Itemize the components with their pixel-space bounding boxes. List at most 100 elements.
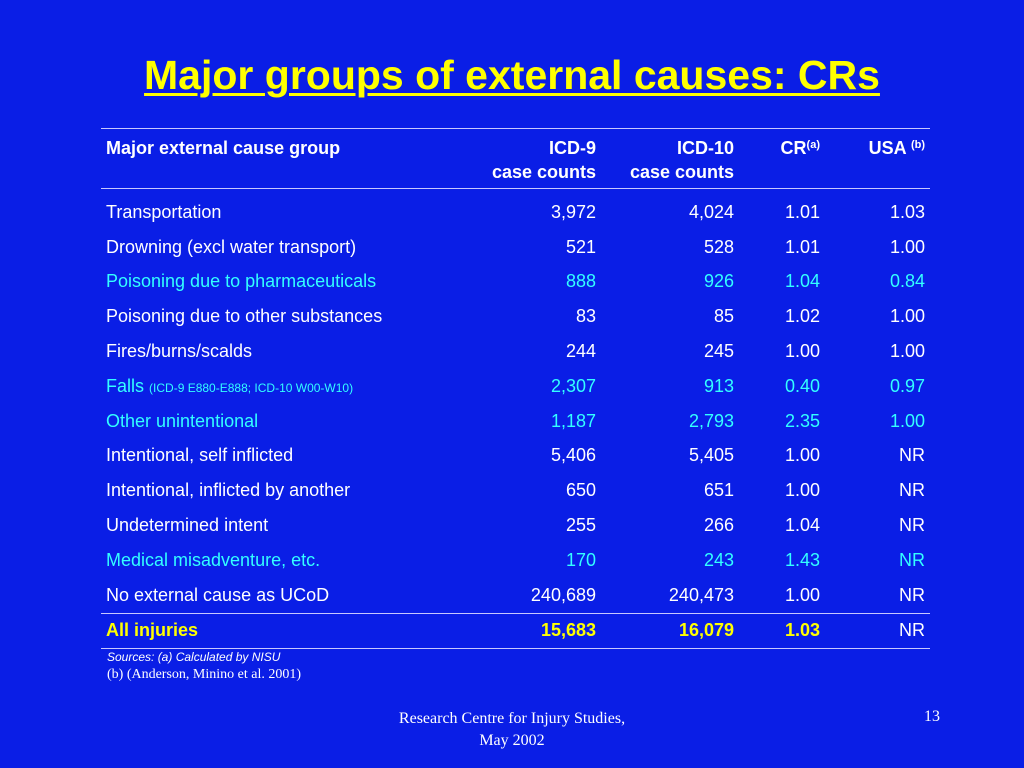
table-row: Undetermined intent 255 266 1.04 NR bbox=[101, 508, 930, 543]
cell-cr: 1.43 bbox=[784, 549, 820, 570]
cell-group-label: Undetermined intent bbox=[106, 515, 269, 536]
table-header-row: Major external cause group ICD-9 case co… bbox=[101, 128, 930, 189]
cell-group-label: Transportation bbox=[106, 201, 222, 222]
cell-group: Other unintentional bbox=[101, 404, 463, 439]
cell-group-label: Other unintentional bbox=[106, 410, 259, 431]
cell-usa: 1.00 bbox=[889, 410, 925, 431]
total-row: All injuries 15,683 16,079 1.03 NR bbox=[101, 612, 930, 650]
cell-icd10: 651 bbox=[703, 480, 734, 501]
table-row: Intentional, inflicted by another 650 651 1… bbox=[101, 473, 930, 508]
cell-cr: 1.02 bbox=[784, 306, 820, 327]
cell-group-label: Intentional, self inflicted bbox=[106, 445, 294, 466]
cell-cr: 0.40 bbox=[784, 375, 820, 396]
cell-cr: 1.00 bbox=[784, 445, 820, 466]
table-row: No external cause as UCoD 240,689 240,473 1… bbox=[101, 578, 930, 613]
cell-usa: 1.00 bbox=[889, 306, 925, 327]
table-body: Transportation 3,972 4,024 1.01 1.03 Drowning… bbox=[101, 189, 930, 614]
table-row: Falls (ICD-9 E880-E888; ICD-10 W00-W10) 2… bbox=[101, 369, 930, 404]
cell-icd10: 85 bbox=[713, 306, 734, 327]
cell-group-label: Medical misadventure, etc. bbox=[106, 549, 321, 570]
table-row: Medical misadventure, etc. 170 243 1.43 NR bbox=[101, 543, 930, 578]
cell-usa: 0.97 bbox=[889, 375, 925, 396]
cell-group: Intentional, inflicted by another bbox=[101, 473, 463, 508]
cell-usa: NR bbox=[899, 515, 925, 536]
cell-icd10: 240,473 bbox=[668, 584, 734, 605]
cell-cr: 1.04 bbox=[784, 271, 820, 292]
cell-icd9: 2,307 bbox=[550, 375, 596, 396]
cell-usa: 1.03 bbox=[889, 201, 925, 222]
cell-group: Poisoning due to other substances bbox=[101, 299, 463, 334]
cell-icd9: 244 bbox=[565, 341, 596, 362]
cell-group-label: Intentional, inflicted by another bbox=[106, 480, 351, 501]
cell-cr: 2.35 bbox=[784, 410, 820, 431]
cell-cr: 1.01 bbox=[784, 236, 820, 257]
cell-icd10: 245 bbox=[703, 341, 734, 362]
table-row: Transportation 3,972 4,024 1.01 1.03 bbox=[101, 189, 930, 230]
cell-usa: 1.00 bbox=[889, 341, 925, 362]
table-row: Poisoning due to pharmaceuticals 888 926 1.… bbox=[101, 265, 930, 300]
table-row: Drowning (excl water transport) 521 528 1.0… bbox=[101, 230, 930, 265]
cell-icd10: 5,405 bbox=[688, 445, 734, 466]
cell-cr: 1.04 bbox=[784, 515, 820, 536]
cell-icd10: 266 bbox=[703, 515, 734, 536]
cell-group-label: Drowning (excl water transport) bbox=[106, 236, 357, 257]
header-icd10: ICD-10 case counts bbox=[601, 128, 739, 189]
cell-group-label: Poisoning due to pharmaceuticals bbox=[106, 271, 377, 292]
cell-icd9: 83 bbox=[575, 306, 596, 327]
header-icd9: ICD-9 case counts bbox=[463, 128, 601, 189]
cell-icd9: 521 bbox=[565, 236, 596, 257]
footer: Research Centre for Injury Studies, May … bbox=[362, 708, 662, 752]
cell-group: Drowning (excl water transport) bbox=[101, 230, 463, 265]
table-row: Intentional, self inflicted 5,406 5,405 1.0… bbox=[101, 439, 930, 474]
cell-group: Medical misadventure, etc. bbox=[101, 543, 463, 578]
cell-icd9: 888 bbox=[565, 271, 596, 292]
cell-icd10: 913 bbox=[703, 375, 734, 396]
cell-group-label: Fires/burns/scalds bbox=[106, 341, 253, 362]
header-icd10-line1: ICD-10 bbox=[676, 138, 734, 158]
table-row: Poisoning due to other substances 83 85 1.0… bbox=[101, 299, 930, 334]
cell-usa: NR bbox=[899, 584, 925, 605]
header-cr-label: CR bbox=[780, 138, 807, 158]
cell-cr: 1.00 bbox=[784, 480, 820, 501]
cell-icd10: 243 bbox=[703, 549, 734, 570]
cell-usa: NR bbox=[899, 445, 925, 466]
total-icd9: 15,683 bbox=[463, 612, 601, 650]
header-cr-footnote: (a) bbox=[806, 139, 820, 151]
cell-cr: 1.01 bbox=[784, 201, 820, 222]
cell-usa: 1.00 bbox=[889, 236, 925, 257]
cell-usa: NR bbox=[899, 549, 925, 570]
cell-group: Undetermined intent bbox=[101, 508, 463, 543]
total-cr: 1.03 bbox=[739, 612, 825, 650]
cell-icd10: 528 bbox=[703, 236, 734, 257]
cell-icd9: 1,187 bbox=[550, 410, 596, 431]
cell-icd10: 4,024 bbox=[688, 201, 734, 222]
cell-icd9: 3,972 bbox=[550, 201, 596, 222]
cell-group-note: (ICD-9 E880-E888; ICD-10 W00-W10) bbox=[149, 380, 354, 395]
cell-cr: 1.00 bbox=[784, 341, 820, 362]
cell-group: No external cause as UCoD bbox=[101, 578, 463, 613]
sources-note: Sources: (a) Calculated by NISU bbox=[107, 650, 281, 664]
header-icd9-line1: ICD-9 bbox=[548, 138, 596, 158]
cell-icd10: 2,793 bbox=[688, 410, 734, 431]
cell-group: Transportation bbox=[101, 189, 463, 230]
cell-icd9: 5,406 bbox=[550, 445, 596, 466]
footer-line1: Research Centre for Injury Studies, bbox=[398, 710, 626, 727]
cell-icd9: 255 bbox=[565, 515, 596, 536]
table-row: Other unintentional 1,187 2,793 2.35 1.00 bbox=[101, 404, 930, 439]
cell-cr: 1.00 bbox=[784, 584, 820, 605]
header-usa-label: USA bbox=[868, 138, 906, 158]
cell-group-label: No external cause as UCoD bbox=[106, 584, 330, 605]
header-icd9-line2: case counts bbox=[491, 162, 596, 182]
total-group: All injuries bbox=[101, 612, 463, 650]
cell-icd10: 926 bbox=[703, 271, 734, 292]
total-icd10: 16,079 bbox=[601, 612, 739, 650]
cell-icd9: 170 bbox=[565, 549, 596, 570]
cell-icd9: 240,689 bbox=[530, 584, 596, 605]
header-usa: USA (b) bbox=[825, 128, 930, 189]
cell-group: Fires/burns/scalds bbox=[101, 334, 463, 369]
sources-note-b: (b) (Anderson, Minino et al. 2001) bbox=[107, 667, 302, 682]
footer-line2: May 2002 bbox=[479, 732, 545, 749]
cell-usa: 0.84 bbox=[889, 271, 925, 292]
cell-usa: NR bbox=[899, 480, 925, 501]
cell-group: Intentional, self inflicted bbox=[101, 439, 463, 474]
